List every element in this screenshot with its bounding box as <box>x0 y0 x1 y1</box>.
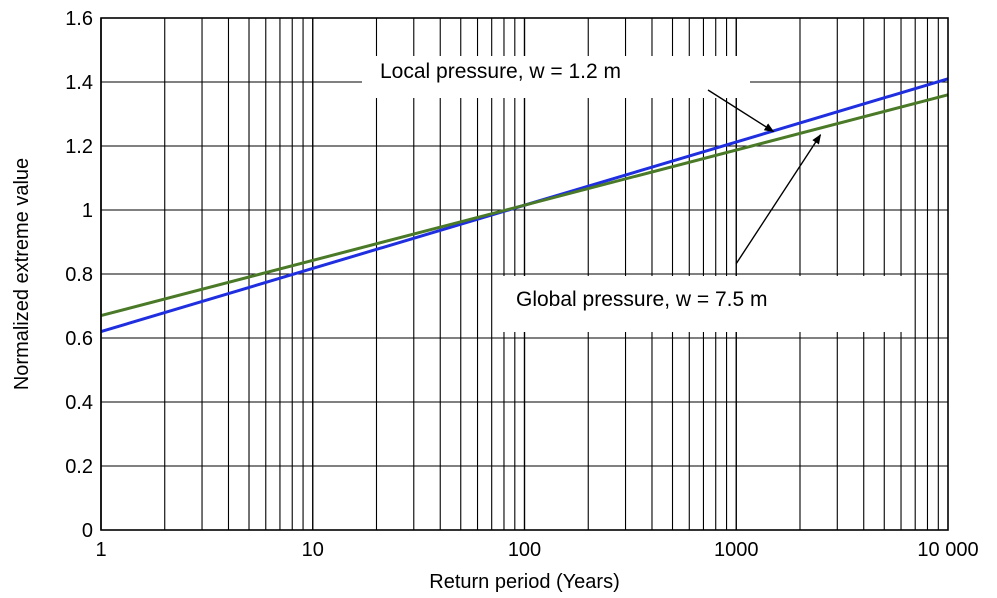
x-axis-title: Return period (Years) <box>429 571 619 593</box>
y-tick-label: 1.2 <box>65 136 93 158</box>
annotation-box <box>502 276 906 332</box>
annotations: Local pressure, w = 1.2 m Global pressure… <box>362 56 906 332</box>
annotation-arrow <box>707 89 775 133</box>
y-axis-title: Normalized extreme value <box>11 158 33 390</box>
x-tick-label: 1000 <box>714 539 759 561</box>
series-line-2 <box>100 93 949 318</box>
x-tick-label: 100 <box>508 539 541 561</box>
y-tick-label: 0.6 <box>65 328 93 350</box>
annotation-box <box>362 56 750 98</box>
y-tick-label: 1.4 <box>65 72 93 94</box>
y-tick-labels: 0 0.2 0.4 0.6 0.8 1 1.2 1.4 1.6 <box>65 8 93 542</box>
x-tick-label: 10 000 <box>917 539 978 561</box>
plot-frame <box>100 17 949 531</box>
annotation-local-pressure: Local pressure, w = 1.2 m <box>380 60 621 83</box>
annotation-arrow <box>735 133 822 265</box>
y-tick-label: 1.6 <box>65 8 93 30</box>
x-tick-label: 10 <box>302 539 324 561</box>
y-tick-label: 0.8 <box>65 264 93 286</box>
y-tick-label: 0.4 <box>65 392 93 414</box>
y-tick-label: 0.2 <box>65 456 93 478</box>
x-tick-labels: 1 10 100 1000 10 000 <box>95 539 978 561</box>
y-tick-label: 0 <box>82 520 93 542</box>
series-lines <box>100 77 949 334</box>
y-tick-label: 1 <box>82 200 93 222</box>
annotation-global-pressure: Global pressure, w = 7.5 m <box>516 288 768 311</box>
x-tick-label: 1 <box>95 539 106 561</box>
